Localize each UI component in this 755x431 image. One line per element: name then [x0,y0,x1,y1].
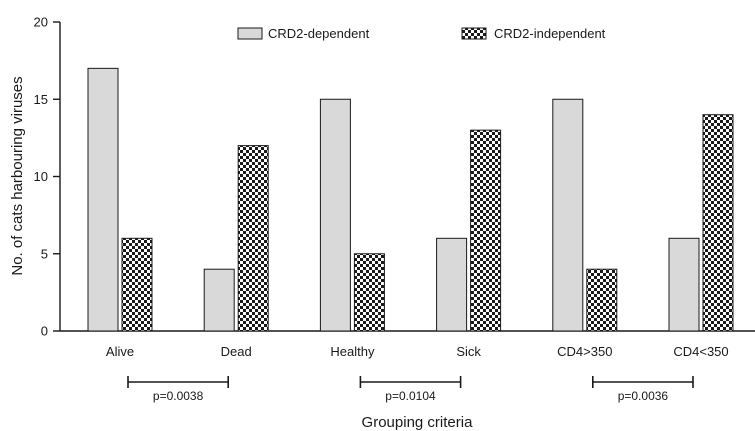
bar-crd2-dependent [203,268,235,332]
bar-crd2-dependent [552,98,584,332]
bar-crd2-dependent [668,237,700,332]
bar-crd2-independent [470,129,502,332]
y-tick-label: 5 [41,246,48,261]
legend-label: CRD2-dependent [268,26,370,41]
p-value-label: p=0.0104 [385,389,436,403]
y-tick-label: 0 [41,324,48,339]
p-value-label: p=0.0038 [153,389,204,403]
bar-crd2-dependent [87,67,119,332]
x-ticks: Alive Dead Healthy Sick CD4>350 CD4<350 [106,344,729,359]
x-tick-label: CD4<350 [673,344,728,359]
bar-crd2-dependent [319,98,351,332]
bar-crd2-independent [702,114,734,332]
legend: CRD2-dependent CRD2-independent [237,26,606,41]
x-tick-label: Sick [456,344,481,359]
bar-crd2-independent [586,268,618,332]
p-value-label: p=0.0036 [618,389,669,403]
bars [87,67,734,332]
legend-swatch [237,27,263,40]
bar-crd2-independent [237,145,269,332]
y-axis-title: No. of cats harbouring viruses [9,76,26,275]
x-tick-label: Alive [106,344,134,359]
y-ticks: 0 5 10 15 20 [34,15,60,339]
x-tick-label: Healthy [330,344,375,359]
bar-crd2-independent [353,253,385,332]
legend-swatch [461,27,487,40]
y-tick-label: 10 [34,169,48,184]
x-tick-label: Dead [221,344,252,359]
bar-crd2-independent [121,237,153,332]
legend-label: CRD2-independent [494,26,606,41]
p-value-brackets: p=0.0038 p=0.0104 p=0.0036 [127,376,694,403]
x-tick-label: CD4>350 [557,344,612,359]
bar-crd2-dependent [436,237,468,332]
y-tick-label: 20 [34,15,48,30]
y-tick-label: 15 [34,92,48,107]
x-axis-title: Grouping criteria [362,414,474,431]
